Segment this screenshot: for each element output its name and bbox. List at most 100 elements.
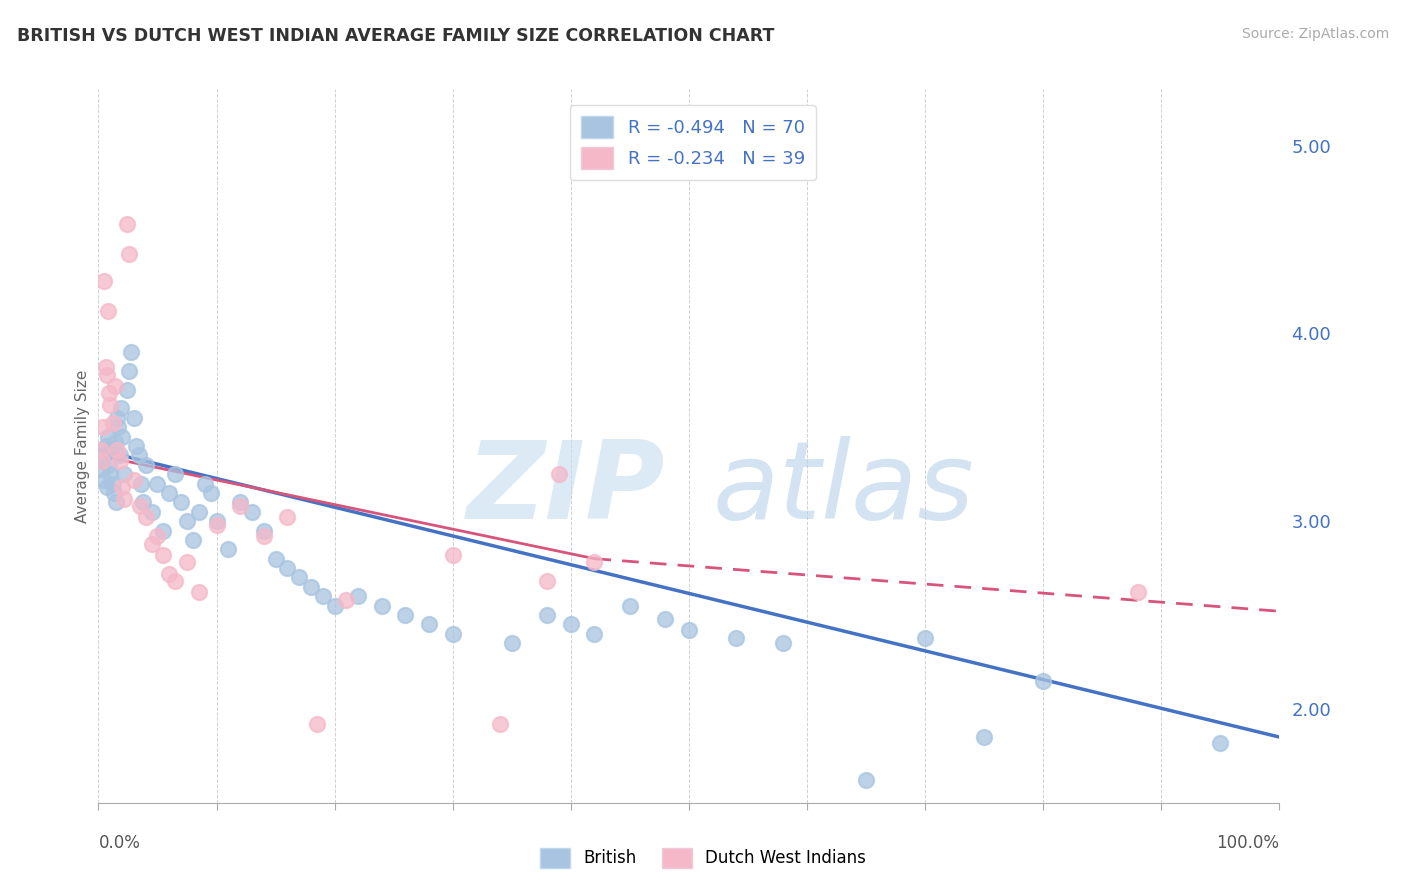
Legend: British, Dutch West Indians: British, Dutch West Indians [533, 841, 873, 875]
Point [98, 386, 121, 401]
Y-axis label: Average Family Size: Average Family Size [75, 369, 90, 523]
Point [122, 473, 145, 487]
Point [118, 247, 141, 261]
Point [91, 454, 114, 468]
Point [560, 617, 582, 632]
Point [973, 730, 995, 744]
Point [97, 429, 120, 443]
Point [441, 627, 464, 641]
Point [253, 524, 276, 538]
Point [276, 510, 298, 524]
Point [654, 612, 676, 626]
Point [98, 398, 121, 412]
Point [288, 570, 311, 584]
Point [157, 566, 180, 581]
Point [101, 476, 124, 491]
Point [583, 627, 606, 641]
Point [96, 368, 118, 382]
Point [176, 514, 198, 528]
Point [1209, 736, 1232, 750]
Point [122, 410, 145, 425]
Point [146, 476, 169, 491]
Point [132, 495, 155, 509]
Text: 0.0%: 0.0% [98, 834, 141, 852]
Point [200, 486, 222, 500]
Point [253, 529, 276, 543]
Point [108, 449, 131, 463]
Point [96, 480, 118, 494]
Point [772, 636, 794, 650]
Point [129, 476, 152, 491]
Point [205, 517, 228, 532]
Point [914, 631, 936, 645]
Point [165, 574, 187, 589]
Point [152, 548, 174, 562]
Point [299, 580, 322, 594]
Point [264, 551, 287, 566]
Point [187, 585, 209, 599]
Point [536, 574, 558, 589]
Text: atlas: atlas [713, 436, 974, 541]
Point [229, 499, 252, 513]
Point [176, 556, 198, 570]
Point [489, 717, 512, 731]
Point [98, 458, 121, 472]
Point [104, 435, 127, 450]
Point [1126, 585, 1149, 599]
Point [91, 420, 114, 434]
Point [108, 454, 131, 468]
Point [536, 607, 558, 622]
Point [855, 773, 877, 788]
Point [93, 274, 115, 288]
Text: 100.0%: 100.0% [1216, 834, 1279, 852]
Point [583, 556, 606, 570]
Point [725, 631, 748, 645]
Point [104, 379, 127, 393]
Point [335, 593, 357, 607]
Point [205, 514, 228, 528]
Point [128, 449, 150, 463]
Point [94, 439, 117, 453]
Point [94, 360, 117, 375]
Point [97, 303, 120, 318]
Point [548, 467, 571, 482]
Point [394, 607, 416, 622]
Point [418, 617, 440, 632]
Point [181, 533, 204, 547]
Point [152, 524, 174, 538]
Legend: R = -0.494   N = 70, R = -0.234   N = 39: R = -0.494 N = 70, R = -0.234 N = 39 [569, 105, 815, 180]
Point [93, 473, 115, 487]
Point [347, 589, 370, 603]
Point [1032, 673, 1054, 688]
Point [217, 542, 239, 557]
Point [90, 442, 112, 457]
Point [187, 505, 209, 519]
Point [115, 383, 138, 397]
Point [165, 467, 187, 482]
Point [170, 495, 193, 509]
Text: Source: ZipAtlas.com: Source: ZipAtlas.com [1241, 27, 1389, 41]
Point [105, 495, 128, 509]
Point [101, 417, 124, 431]
Point [146, 529, 169, 543]
Point [103, 486, 125, 500]
Point [619, 599, 641, 613]
Point [90, 461, 112, 475]
Point [111, 429, 134, 443]
Point [276, 561, 298, 575]
Point [312, 589, 335, 603]
Point [105, 410, 128, 425]
Point [110, 401, 132, 416]
Point [323, 599, 346, 613]
Point [229, 495, 252, 509]
Point [105, 442, 128, 457]
Point [157, 486, 180, 500]
Point [115, 218, 138, 232]
Point [91, 449, 114, 463]
Text: BRITISH VS DUTCH WEST INDIAN AVERAGE FAMILY SIZE CORRELATION CHART: BRITISH VS DUTCH WEST INDIAN AVERAGE FAM… [17, 27, 775, 45]
Text: ZIP: ZIP [467, 436, 665, 541]
Point [441, 548, 464, 562]
Point [141, 505, 163, 519]
Point [100, 442, 122, 457]
Point [98, 467, 121, 482]
